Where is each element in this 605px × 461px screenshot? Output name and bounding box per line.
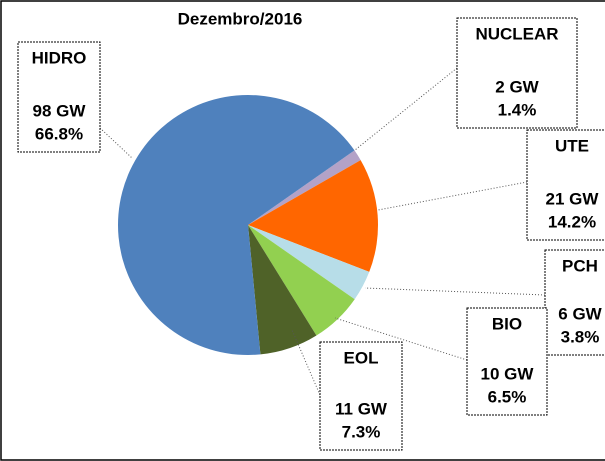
value-label: 66.8%: [35, 124, 83, 143]
chart-title: Dezembro/2016: [178, 9, 303, 28]
value-label: 3.8%: [561, 327, 600, 346]
label-box: [17, 41, 101, 153]
category-label: HIDRO: [32, 48, 87, 67]
pie-slice: [248, 225, 355, 336]
capacity-label: 11 GW: [335, 399, 388, 418]
leader-line: [334, 317, 468, 361]
value-label: 7.3%: [342, 422, 381, 441]
leader-line: [364, 287, 546, 296]
pie-slice: [248, 160, 378, 272]
capacity-label: 98 GW: [33, 101, 87, 120]
label-box: [319, 341, 403, 451]
category-label: PCH: [562, 256, 598, 275]
capacity-label: 6 GW: [558, 304, 602, 323]
capacity-label: 2 GW: [495, 77, 539, 96]
label-box: [526, 129, 605, 241]
category-label: NUCLEAR: [475, 24, 558, 43]
capacity-label: 21 GW: [546, 189, 600, 208]
label-box: [544, 249, 605, 356]
pie-slice: [118, 95, 355, 356]
category-label: UTE: [555, 136, 589, 155]
pie-slice: [248, 150, 361, 225]
leader-line: [377, 181, 528, 211]
label-box: [456, 17, 578, 129]
pie-slice: [248, 225, 370, 300]
category-label: EOL: [344, 348, 379, 367]
pie-slice: [248, 225, 317, 355]
value-label: 1.4%: [498, 100, 537, 119]
capacity-label: 10 GW: [481, 364, 535, 383]
label-box: [466, 307, 548, 416]
value-label: 14.2%: [548, 212, 596, 231]
leader-line: [354, 67, 458, 151]
category-label: BIO: [492, 314, 522, 333]
leader-line: [99, 127, 133, 159]
value-label: 6.5%: [488, 387, 527, 406]
